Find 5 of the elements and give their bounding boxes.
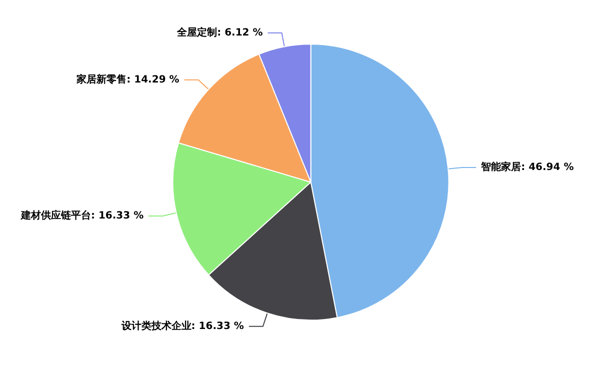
- slice-label: 家居新零售: 14.29 %: [76, 73, 180, 86]
- slice-label: 智能家居: 46.94 %: [480, 161, 574, 174]
- slice-label: 建材供应链平台: 16.33 %: [20, 209, 144, 222]
- slice-label: 全屋定制: 6.12 %: [176, 26, 263, 38]
- slice-label: 设计类技术企业: 16.33 %: [120, 320, 244, 332]
